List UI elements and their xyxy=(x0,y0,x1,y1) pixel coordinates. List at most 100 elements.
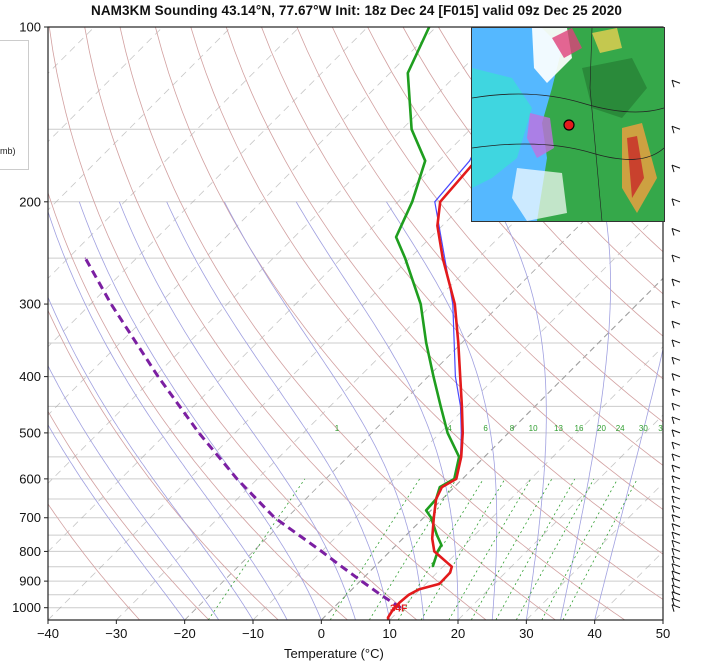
mixing-ratio-line xyxy=(496,479,575,620)
dewpoint-point xyxy=(411,129,412,130)
x-tick-label: −30 xyxy=(105,626,127,641)
y-tick-label: 700 xyxy=(19,510,41,525)
temperature-point xyxy=(456,478,457,479)
radar-inset-map xyxy=(471,27,665,222)
dry-adiabat-line xyxy=(0,27,278,620)
mixing-ratio-label: 16 xyxy=(575,424,584,433)
temperature-point xyxy=(461,456,462,457)
isotherm-line xyxy=(0,27,231,620)
dewpoint-point xyxy=(432,566,433,567)
temperature-point xyxy=(441,487,442,488)
mixing-ratio-label: 20 xyxy=(597,424,606,433)
temperature-point xyxy=(462,432,463,433)
dewpoint-point xyxy=(426,342,427,343)
dewpoint-point xyxy=(425,160,426,161)
temperature-point xyxy=(454,303,455,304)
moist-adiabat-line xyxy=(79,202,321,620)
x-tick-label: 50 xyxy=(656,626,670,641)
dewpoint-point xyxy=(433,376,434,377)
temperature-point xyxy=(436,498,437,499)
y-tick-label: 300 xyxy=(19,297,41,312)
parcel-point xyxy=(85,257,86,258)
dry-adiabat-line xyxy=(0,27,140,620)
y-tick-label: 400 xyxy=(19,369,41,384)
temperature-point xyxy=(387,617,388,618)
y-tick-label: 900 xyxy=(19,574,41,589)
isotherm-line xyxy=(0,27,163,620)
mixing-ratio-label: 8 xyxy=(510,424,515,433)
x-tick-label: 10 xyxy=(382,626,396,641)
virtual-point xyxy=(434,201,435,202)
isotherm-line xyxy=(0,27,436,620)
mixing-ratio-line xyxy=(542,479,618,620)
mixing-ratio-label: 24 xyxy=(616,424,625,433)
dewpoint-point xyxy=(431,517,432,518)
moist-adiabat-line xyxy=(296,202,458,620)
virtual-point xyxy=(455,376,456,377)
temperature-point xyxy=(451,566,452,567)
temperature-point xyxy=(449,572,450,573)
x-tick-label: 20 xyxy=(451,626,465,641)
x-tick-label: 40 xyxy=(587,626,601,641)
surface-temperature-label: 34F xyxy=(390,604,407,615)
dewpoint-point xyxy=(426,510,427,511)
moist-adiabat-line xyxy=(14,202,253,620)
parcel-point xyxy=(158,376,159,377)
parcel-point xyxy=(341,566,342,567)
x-tick-label: −10 xyxy=(242,626,264,641)
x-tick-label: −40 xyxy=(37,626,59,641)
dewpoint-point xyxy=(395,236,396,237)
moist-adiabat-line xyxy=(167,202,390,620)
station-marker xyxy=(564,120,574,130)
mixing-ratio-line xyxy=(471,479,552,620)
isotherm-line xyxy=(663,27,713,620)
x-tick-label: 0 xyxy=(318,626,325,641)
temperature-point xyxy=(439,583,440,584)
temperature-point xyxy=(408,594,409,595)
parcel-point xyxy=(236,478,237,479)
mixing-ratio-label: 13 xyxy=(554,424,563,433)
dewpoint-point xyxy=(420,303,421,304)
parcel-point xyxy=(198,432,199,433)
dewpoint-point xyxy=(441,544,442,545)
y-tick-label: 600 xyxy=(19,471,41,486)
parcel-point xyxy=(111,303,112,304)
y-tick-label: 100 xyxy=(19,20,41,35)
mixing-ratio-label: 10 xyxy=(529,424,538,433)
mixing-ratio-line xyxy=(330,479,420,620)
y-tick-label: 500 xyxy=(19,425,41,440)
temperature-point xyxy=(461,406,462,407)
x-tick-label: −20 xyxy=(174,626,196,641)
dewpoint-point xyxy=(447,432,448,433)
mixing-ratio-label: 6 xyxy=(483,424,488,433)
dry-adiabat-line xyxy=(49,27,417,620)
temperature-point xyxy=(432,538,433,539)
parcel-point xyxy=(380,594,381,595)
temperature-point xyxy=(460,376,461,377)
dewpoint-point xyxy=(440,406,441,407)
dewpoint-point xyxy=(412,201,413,202)
radar-map xyxy=(472,28,664,221)
x-axis-label: Temperature (°C) xyxy=(284,646,384,661)
chart-title: NAM3KM Sounding 43.14°N, 77.67°W Init: 1… xyxy=(0,3,713,18)
dewpoint-point xyxy=(405,257,406,258)
dewpoint-point xyxy=(459,456,460,457)
moist-adiabat-line xyxy=(119,202,355,620)
parcel-point xyxy=(361,581,362,582)
dry-adiabat-line xyxy=(686,27,713,620)
y-tick-label: 1000 xyxy=(12,600,41,615)
dry-adiabat-line xyxy=(0,27,209,620)
y-tick-label: 200 xyxy=(19,194,41,209)
mixing-ratio-label: 30 xyxy=(639,424,648,433)
dewpoint-point xyxy=(407,72,408,73)
temperature-point xyxy=(433,517,434,518)
mixing-ratio-label: 1 xyxy=(335,424,340,433)
dewpoint-point xyxy=(437,551,438,552)
x-tick-label: 30 xyxy=(519,626,533,641)
dewpoint-point xyxy=(436,535,437,536)
dewpoint-profile xyxy=(396,27,459,567)
temperature-point xyxy=(418,589,419,590)
temperature-point xyxy=(458,342,459,343)
temperature-point xyxy=(442,257,443,258)
mixing-ratio-line xyxy=(449,479,531,620)
